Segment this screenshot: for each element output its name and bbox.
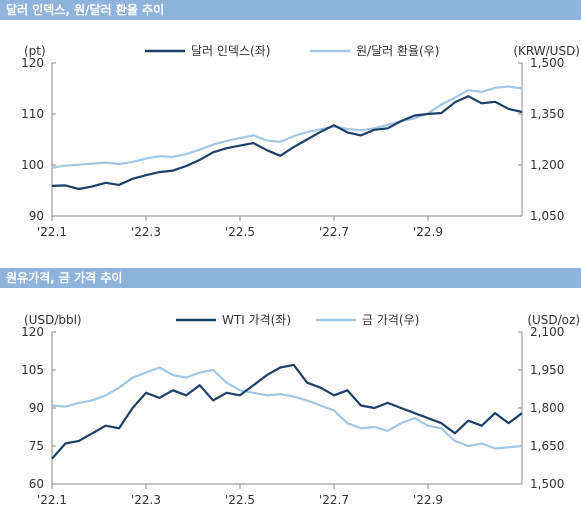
y-left-unit: (pt)	[24, 44, 46, 58]
x-tick-label: '22.5	[225, 225, 255, 239]
panel-title-oil-gold: 원유가격, 금 가격 추이	[0, 268, 581, 288]
y-left-tick-label: 120	[21, 56, 44, 70]
y-right-tick-label: 1,500	[530, 56, 564, 70]
legend-label-0: 달러 인덱스(좌)	[191, 44, 270, 58]
legend-label-1: 원/달러 환율(우)	[356, 44, 439, 58]
y-right-tick-label: 1,500	[530, 477, 564, 491]
y-right-tick-label: 1,350	[530, 107, 564, 121]
y-left-tick-label: 75	[29, 439, 44, 453]
y-right-tick-label: 2,100	[530, 325, 564, 339]
y-right-unit: (KRW/USD)	[513, 44, 580, 58]
panel-title-fx: 달러 인덱스, 원/달러 환율 추이	[0, 0, 581, 20]
legend-label-0: WTI 가격(좌)	[222, 313, 291, 327]
x-tick-label: '22.5	[225, 493, 255, 507]
y-right-tick-label: 1,050	[530, 209, 564, 223]
y-left-unit: (USD/bbl)	[24, 313, 82, 327]
y-left-tick-label: 90	[29, 401, 44, 415]
y-right-tick-label: 1,950	[530, 363, 564, 377]
x-tick-label: '22.3	[131, 225, 161, 239]
y-left-tick-label: 105	[21, 363, 44, 377]
x-tick-label: '22.3	[131, 493, 161, 507]
series-line-0	[51, 363, 523, 460]
x-tick-label: '22.1	[37, 225, 67, 239]
y-right-tick-label: 1,650	[530, 439, 564, 453]
x-tick-label: '22.7	[319, 225, 349, 239]
y-left-tick-label: 120	[21, 325, 44, 339]
series-line-1	[51, 366, 523, 450]
y-left-tick-label: 110	[21, 107, 44, 121]
y-right-tick-label: 1,800	[530, 401, 564, 415]
fx-dollar-index-chart: (pt) (KRW/USD) 120 110 100 90 1,500 1,350 1,200 1…	[21, 44, 580, 239]
series-line-0	[51, 95, 523, 191]
y-left-tick-label: 90	[29, 209, 44, 223]
y-right-tick-label: 1,200	[530, 158, 564, 172]
y-right-unit: (USD/oz)	[527, 313, 580, 327]
series-line-1	[51, 85, 523, 169]
oil-gold-price-chart: (USD/bbl) (USD/oz) 120 105 90 75 60 2,100 1,950 1…	[21, 313, 580, 507]
y-left-tick-label: 60	[29, 477, 44, 491]
legend-label-1: 금 가격(우)	[362, 313, 419, 327]
x-tick-label: '22.7	[319, 493, 349, 507]
x-tick-label: '22.9	[413, 225, 443, 239]
y-left-tick-label: 100	[21, 158, 44, 172]
x-tick-label: '22.9	[413, 493, 443, 507]
x-tick-label: '22.1	[37, 493, 67, 507]
